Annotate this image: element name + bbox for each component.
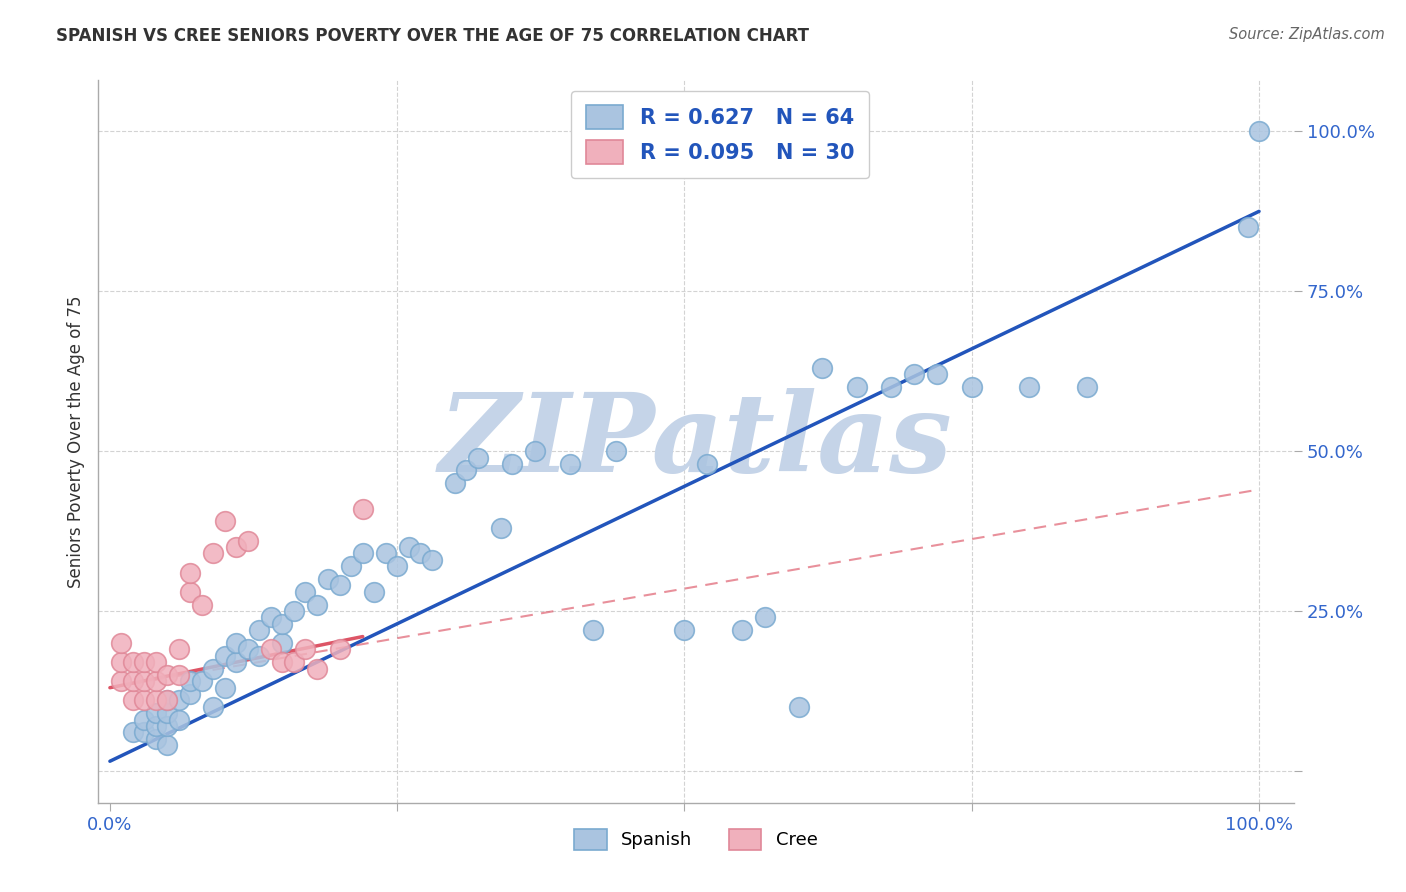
Cree bbox=[214, 515, 236, 529]
Spanish bbox=[673, 623, 696, 637]
Spanish bbox=[225, 655, 247, 669]
Spanish bbox=[145, 706, 167, 721]
Cree bbox=[134, 693, 156, 707]
Spanish bbox=[214, 681, 236, 695]
Cree bbox=[110, 674, 132, 689]
Cree bbox=[283, 655, 305, 669]
Cree bbox=[202, 546, 225, 560]
Spanish bbox=[191, 674, 214, 689]
Spanish bbox=[489, 521, 512, 535]
Spanish bbox=[294, 584, 316, 599]
Spanish bbox=[374, 546, 396, 560]
Spanish bbox=[524, 444, 547, 458]
Cree bbox=[352, 501, 374, 516]
Text: SPANISH VS CREE SENIORS POVERTY OVER THE AGE OF 75 CORRELATION CHART: SPANISH VS CREE SENIORS POVERTY OVER THE… bbox=[56, 27, 810, 45]
Text: ZIPatlas: ZIPatlas bbox=[439, 388, 953, 495]
Cree bbox=[294, 642, 316, 657]
Spanish bbox=[236, 642, 259, 657]
Spanish bbox=[156, 738, 179, 752]
Spanish bbox=[1076, 380, 1098, 394]
Cree bbox=[167, 642, 190, 657]
Cree bbox=[122, 674, 145, 689]
Spanish bbox=[283, 604, 305, 618]
Spanish bbox=[167, 693, 190, 707]
Text: Source: ZipAtlas.com: Source: ZipAtlas.com bbox=[1229, 27, 1385, 42]
Spanish bbox=[409, 546, 432, 560]
Cree bbox=[134, 655, 156, 669]
Spanish bbox=[179, 687, 201, 701]
Spanish bbox=[271, 616, 294, 631]
Spanish bbox=[420, 553, 443, 567]
Cree bbox=[179, 566, 201, 580]
Spanish bbox=[167, 713, 190, 727]
Spanish bbox=[134, 725, 156, 739]
Spanish bbox=[880, 380, 903, 394]
Spanish bbox=[225, 636, 247, 650]
Spanish bbox=[1247, 124, 1270, 138]
Spanish bbox=[558, 457, 581, 471]
Cree bbox=[260, 642, 283, 657]
Spanish bbox=[754, 610, 776, 624]
Spanish bbox=[134, 713, 156, 727]
Spanish bbox=[960, 380, 983, 394]
Spanish bbox=[398, 540, 420, 554]
Cree bbox=[110, 655, 132, 669]
Spanish bbox=[731, 623, 754, 637]
Spanish bbox=[696, 457, 718, 471]
Cree bbox=[145, 655, 167, 669]
Spanish bbox=[145, 719, 167, 733]
Spanish bbox=[122, 725, 145, 739]
Spanish bbox=[305, 598, 328, 612]
Cree bbox=[145, 693, 167, 707]
Spanish bbox=[443, 476, 465, 491]
Cree bbox=[134, 674, 156, 689]
Spanish bbox=[247, 648, 270, 663]
Spanish bbox=[845, 380, 868, 394]
Spanish bbox=[501, 457, 523, 471]
Spanish bbox=[927, 368, 949, 382]
Spanish bbox=[156, 719, 179, 733]
Cree bbox=[156, 668, 179, 682]
Spanish bbox=[202, 699, 225, 714]
Spanish bbox=[363, 584, 385, 599]
Spanish bbox=[340, 559, 363, 574]
Spanish bbox=[1236, 220, 1258, 235]
Spanish bbox=[1018, 380, 1040, 394]
Spanish bbox=[581, 623, 603, 637]
Spanish bbox=[467, 450, 489, 465]
Spanish bbox=[352, 546, 374, 560]
Cree bbox=[156, 693, 179, 707]
Spanish bbox=[329, 578, 352, 592]
Spanish bbox=[247, 623, 270, 637]
Spanish bbox=[271, 636, 294, 650]
Spanish bbox=[903, 368, 925, 382]
Cree bbox=[191, 598, 214, 612]
Spanish bbox=[316, 572, 339, 586]
Spanish bbox=[811, 361, 834, 376]
Cree bbox=[145, 674, 167, 689]
Spanish bbox=[145, 731, 167, 746]
Cree bbox=[110, 636, 132, 650]
Cree bbox=[122, 655, 145, 669]
Spanish bbox=[260, 610, 283, 624]
Spanish bbox=[456, 463, 478, 477]
Cree bbox=[179, 584, 201, 599]
Cree bbox=[225, 540, 247, 554]
Cree bbox=[167, 668, 190, 682]
Y-axis label: Seniors Poverty Over the Age of 75: Seniors Poverty Over the Age of 75 bbox=[66, 295, 84, 588]
Cree bbox=[305, 661, 328, 675]
Legend: Spanish, Cree: Spanish, Cree bbox=[565, 820, 827, 859]
Spanish bbox=[789, 699, 811, 714]
Cree bbox=[122, 693, 145, 707]
Spanish bbox=[179, 674, 201, 689]
Spanish bbox=[202, 661, 225, 675]
Spanish bbox=[605, 444, 627, 458]
Cree bbox=[236, 533, 259, 548]
Spanish bbox=[385, 559, 409, 574]
Spanish bbox=[156, 693, 179, 707]
Spanish bbox=[156, 706, 179, 721]
Spanish bbox=[214, 648, 236, 663]
Cree bbox=[329, 642, 352, 657]
Cree bbox=[271, 655, 294, 669]
